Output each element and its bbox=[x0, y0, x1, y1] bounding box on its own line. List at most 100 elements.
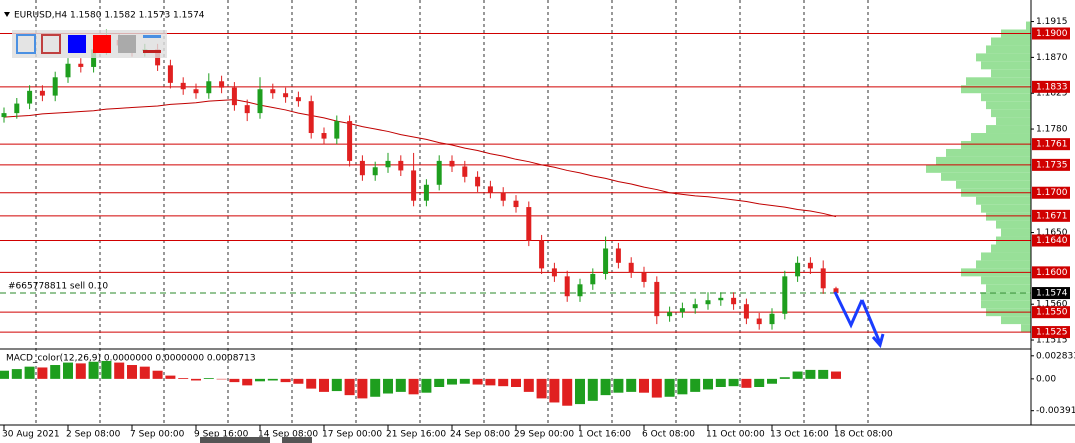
x-tick-label: 1 Oct 16:00 bbox=[578, 430, 631, 440]
x-tick-label: 14 Sep 08:00 bbox=[258, 430, 318, 440]
profile-bar bbox=[981, 300, 1031, 309]
macd-bar bbox=[831, 371, 841, 379]
candle-body bbox=[539, 240, 545, 269]
candle-body bbox=[641, 272, 647, 282]
macd-bar bbox=[523, 378, 534, 392]
tool-red-outline[interactable] bbox=[41, 34, 61, 54]
macd-bar bbox=[754, 378, 765, 387]
macd-bar bbox=[664, 378, 675, 397]
candle-body bbox=[615, 248, 621, 263]
tool-blue-outline[interactable] bbox=[16, 34, 36, 54]
macd-bar bbox=[37, 367, 48, 379]
candle-body bbox=[513, 200, 519, 208]
macd-bar bbox=[203, 378, 214, 379]
x-tick-label: 13 Oct 16:00 bbox=[770, 430, 829, 440]
level-label-box bbox=[1032, 80, 1070, 93]
profile-bar bbox=[981, 93, 1031, 102]
profile-bar bbox=[996, 220, 1031, 229]
profile-bar bbox=[976, 196, 1031, 205]
candle-body bbox=[500, 192, 506, 201]
macd-bar bbox=[651, 378, 662, 398]
macd-bar bbox=[498, 378, 509, 387]
y-tick-label: -0.00391 bbox=[1036, 406, 1075, 416]
profile-bar bbox=[991, 69, 1031, 78]
macd-bar bbox=[101, 360, 112, 379]
macd-bar bbox=[779, 377, 790, 379]
forecast-arrows bbox=[833, 291, 885, 349]
x-tick-label: 18 Oct 08:00 bbox=[834, 430, 893, 440]
candle-body bbox=[807, 262, 813, 269]
level-label: 1.1735 bbox=[1032, 158, 1070, 171]
level-label-box bbox=[1032, 306, 1070, 319]
y-tick-label: 1.1915 bbox=[1036, 17, 1068, 27]
profile-bar bbox=[971, 133, 1031, 141]
candle-body bbox=[603, 248, 609, 274]
x-tick-label: 29 Sep 00:00 bbox=[514, 430, 574, 440]
y-tick-label: 1.1870 bbox=[1036, 53, 1068, 63]
candle-body bbox=[206, 81, 212, 94]
candle-body bbox=[436, 160, 442, 185]
candle-body bbox=[423, 184, 429, 201]
macd-bar bbox=[626, 378, 637, 392]
candle-body bbox=[257, 89, 263, 114]
tab[interactable] bbox=[200, 437, 270, 443]
macd-bar bbox=[114, 362, 125, 379]
macd-bar bbox=[24, 366, 35, 379]
symbol-header: EURUSD,H4 1.1580 1.1582 1.1573 1.1574 bbox=[14, 11, 205, 21]
profile-bar bbox=[991, 244, 1031, 253]
candle-body bbox=[756, 318, 762, 325]
profile-bar bbox=[966, 77, 1031, 86]
candle-body bbox=[449, 160, 455, 167]
profile-bar bbox=[981, 61, 1031, 70]
y-tick-label: 1.1825 bbox=[1036, 89, 1068, 99]
grid bbox=[35, 0, 869, 425]
candle-body bbox=[628, 262, 634, 273]
tool-line-blue[interactable] bbox=[143, 35, 161, 38]
profile-bar bbox=[986, 284, 1031, 293]
candle-body bbox=[679, 308, 685, 313]
tool-line-red[interactable] bbox=[143, 50, 161, 53]
tool-red-fill[interactable] bbox=[93, 35, 111, 53]
candle-body bbox=[167, 65, 173, 83]
candle-body bbox=[692, 304, 698, 309]
macd-bar bbox=[434, 378, 445, 387]
candle-body bbox=[385, 160, 391, 168]
level-label: 1.1833 bbox=[1032, 80, 1070, 93]
candle-body bbox=[347, 121, 353, 161]
macd-bar bbox=[370, 378, 381, 397]
moving-average bbox=[3, 99, 837, 218]
macd-title: MACD_color(12,26,9) 0.0000000 0.0000000 … bbox=[6, 354, 256, 364]
macd-bar bbox=[703, 378, 713, 390]
profile-bar bbox=[961, 85, 1031, 94]
macd-bar bbox=[306, 378, 317, 389]
macd-bar bbox=[293, 378, 304, 384]
macd-bar bbox=[331, 378, 342, 392]
levels bbox=[0, 32, 1031, 333]
macd-bar bbox=[741, 378, 752, 388]
tab[interactable] bbox=[282, 437, 312, 443]
tool-gray[interactable] bbox=[118, 35, 136, 53]
toolbar bbox=[12, 30, 167, 58]
profile-bar bbox=[1001, 228, 1031, 237]
level-label-text: 1.1640 bbox=[1036, 236, 1068, 246]
candle-body bbox=[731, 297, 737, 305]
macd-bar bbox=[818, 369, 829, 379]
x-tick-label: 11 Oct 00:00 bbox=[706, 430, 765, 440]
macd-bar bbox=[715, 378, 726, 387]
candle-body bbox=[667, 312, 673, 317]
macd-bar bbox=[587, 378, 598, 401]
candle-body bbox=[705, 300, 711, 305]
tool-blue-fill[interactable] bbox=[68, 35, 86, 53]
level-label-text: 1.1700 bbox=[1036, 188, 1068, 198]
macd-bar bbox=[357, 378, 368, 399]
level-label-box bbox=[1032, 138, 1070, 151]
macd-bar bbox=[280, 378, 291, 383]
menu-arrow[interactable] bbox=[4, 12, 10, 17]
candle-body bbox=[91, 49, 97, 67]
macd-bar bbox=[165, 375, 176, 379]
y-tick-label: 1.1780 bbox=[1036, 125, 1068, 135]
macd-bar bbox=[677, 378, 688, 395]
level-label: 1.1671 bbox=[1032, 209, 1070, 222]
macd-bar bbox=[319, 378, 329, 392]
macd-bar bbox=[88, 361, 99, 379]
